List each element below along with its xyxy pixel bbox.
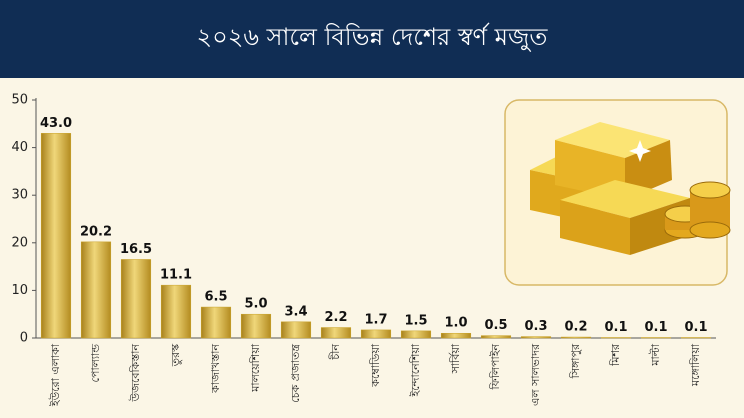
y-tick-label: 20 [11, 235, 28, 250]
bar [480, 335, 512, 339]
value-label: 1.0 [444, 316, 467, 331]
x-tick-label: সার্বিয়া [449, 343, 462, 374]
illustration [504, 99, 731, 286]
y-tick-label: 40 [11, 140, 28, 155]
value-label: 16.5 [120, 242, 152, 257]
value-label: 6.5 [204, 290, 227, 305]
bar [560, 336, 592, 339]
x-tick-label: তুরস্ক [169, 343, 182, 367]
value-label: 20.2 [80, 224, 112, 239]
x-tick-label: ইউরো এলাকা [49, 343, 62, 407]
x-tick-label: মালয়েশিয়া [249, 343, 262, 393]
bar [280, 321, 312, 339]
x-tick-label: উজবেকিস্তান [129, 344, 142, 403]
bar [40, 133, 72, 339]
x-tick-label: মিশর [609, 343, 622, 367]
y-tick-label: 0 [20, 331, 28, 346]
value-label: 1.5 [404, 313, 427, 328]
bar [160, 284, 192, 339]
value-label: 0.1 [684, 320, 707, 335]
x-tick-label: চেক প্রজাতন্ত্র [289, 344, 302, 403]
x-tick-label: মাল্টা [649, 343, 662, 366]
bar [400, 330, 432, 339]
value-label: 2.2 [324, 310, 347, 325]
value-label: 0.1 [604, 320, 627, 335]
bar [320, 327, 352, 339]
value-label: 0.5 [484, 318, 507, 333]
x-tick-label: কম্বোডিয়া [369, 343, 382, 388]
value-label: 5.0 [244, 297, 267, 312]
y-tick-label: 10 [11, 283, 28, 298]
value-label: 0.1 [644, 320, 667, 335]
bar [200, 306, 232, 339]
x-tick-label: সিঙ্গাপুর [569, 343, 582, 379]
chart-title: ২০২৬ সালে বিভিন্ন দেশের স্বর্ণ মজুত [197, 22, 549, 51]
x-tick-label: পোল্যান্ড [89, 344, 102, 383]
x-tick-label: মঙ্গোলিয়া [689, 343, 702, 387]
bar [360, 329, 392, 339]
x-tick-label: এল সালভাদর [529, 343, 542, 406]
bar [240, 313, 272, 339]
x-tick-label: কাজাখস্তান [209, 344, 222, 394]
value-label: 43.0 [40, 116, 72, 131]
value-label: 11.1 [160, 268, 192, 283]
bar [440, 332, 472, 339]
x-tick-label: ফিলিপাইন [489, 344, 502, 391]
value-label: 1.7 [364, 312, 387, 327]
value-label: 0.3 [524, 319, 547, 334]
x-tick-label: ইন্দোনেশিয়া [409, 343, 422, 397]
y-tick-label: 30 [11, 188, 28, 203]
header [0, 0, 744, 78]
x-tick-label: চীন [329, 344, 342, 361]
bar [120, 259, 152, 339]
value-label: 0.2 [564, 320, 587, 335]
bar [80, 241, 112, 339]
value-label: 3.4 [284, 304, 307, 319]
bar [520, 336, 552, 339]
y-tick-label: 50 [11, 93, 28, 108]
